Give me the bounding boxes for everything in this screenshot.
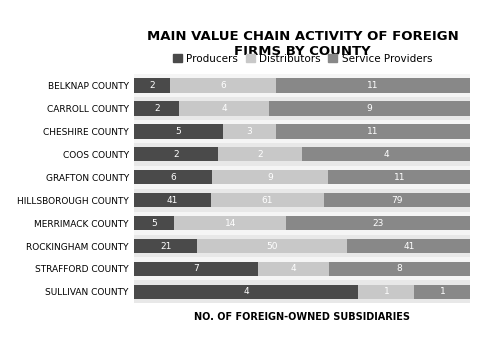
Bar	[134, 143, 470, 166]
Bar	[324, 193, 470, 207]
Text: 11: 11	[367, 81, 379, 90]
Bar	[258, 262, 329, 276]
Bar	[179, 101, 269, 116]
Bar	[414, 285, 470, 299]
Text: 4: 4	[384, 150, 389, 159]
Title: MAIN VALUE CHAIN ACTIVITY OF FOREIGN
FIRMS BY COUNTY: MAIN VALUE CHAIN ACTIVITY OF FOREIGN FIR…	[146, 30, 458, 58]
Bar	[134, 124, 223, 139]
Bar	[134, 101, 179, 116]
Bar	[174, 216, 287, 230]
Bar	[134, 262, 258, 276]
Bar	[134, 120, 470, 143]
Text: 11: 11	[394, 173, 405, 182]
Text: 41: 41	[167, 196, 178, 205]
Text: 4: 4	[221, 104, 227, 113]
Text: 50: 50	[267, 242, 278, 250]
Text: 23: 23	[372, 219, 384, 227]
Text: 6: 6	[170, 173, 176, 182]
Text: 14: 14	[225, 219, 236, 227]
Text: 2: 2	[154, 104, 160, 113]
Text: 5: 5	[152, 219, 157, 227]
Text: 4: 4	[291, 265, 296, 273]
Bar	[211, 193, 324, 207]
Text: 1: 1	[440, 287, 445, 296]
Text: 21: 21	[160, 242, 171, 250]
Bar	[134, 74, 470, 97]
Bar	[134, 212, 470, 235]
Text: 4: 4	[243, 287, 249, 296]
Text: 79: 79	[391, 196, 403, 205]
Text: 2: 2	[174, 150, 179, 159]
Bar	[359, 285, 414, 299]
Bar	[134, 193, 211, 207]
Bar	[302, 147, 470, 161]
Bar	[134, 216, 174, 230]
Legend: Producers, Distributors, Service Providers: Producers, Distributors, Service Provide…	[168, 50, 436, 68]
Bar	[134, 257, 470, 280]
Bar	[134, 189, 470, 212]
Bar	[134, 285, 359, 299]
Text: 1: 1	[384, 287, 389, 296]
Text: 7: 7	[193, 265, 199, 273]
Text: 5: 5	[176, 127, 181, 136]
Bar	[134, 147, 218, 161]
Text: 8: 8	[397, 265, 403, 273]
Bar	[276, 79, 470, 93]
Bar	[223, 124, 276, 139]
Bar	[134, 97, 470, 120]
Text: 11: 11	[367, 127, 379, 136]
Bar	[197, 239, 348, 253]
Text: 3: 3	[246, 127, 252, 136]
Bar	[348, 239, 470, 253]
Text: 2: 2	[149, 81, 155, 90]
Bar	[134, 166, 470, 189]
Bar	[134, 170, 212, 184]
Bar	[269, 101, 470, 116]
Text: 2: 2	[258, 150, 263, 159]
Text: 9: 9	[367, 104, 372, 113]
Bar	[287, 216, 470, 230]
Bar	[134, 79, 170, 93]
Text: 41: 41	[403, 242, 415, 250]
X-axis label: NO. OF FOREIGN-OWNED SUBSIDIARIES: NO. OF FOREIGN-OWNED SUBSIDIARIES	[194, 312, 410, 321]
Bar	[218, 147, 302, 161]
Bar	[134, 235, 470, 257]
Bar	[170, 79, 276, 93]
Bar	[329, 262, 470, 276]
Bar	[134, 239, 197, 253]
Text: 61: 61	[262, 196, 273, 205]
Bar	[276, 124, 470, 139]
Bar	[212, 170, 328, 184]
Text: 6: 6	[220, 81, 226, 90]
Bar	[328, 170, 470, 184]
Bar	[134, 280, 470, 303]
Text: 9: 9	[267, 173, 273, 182]
